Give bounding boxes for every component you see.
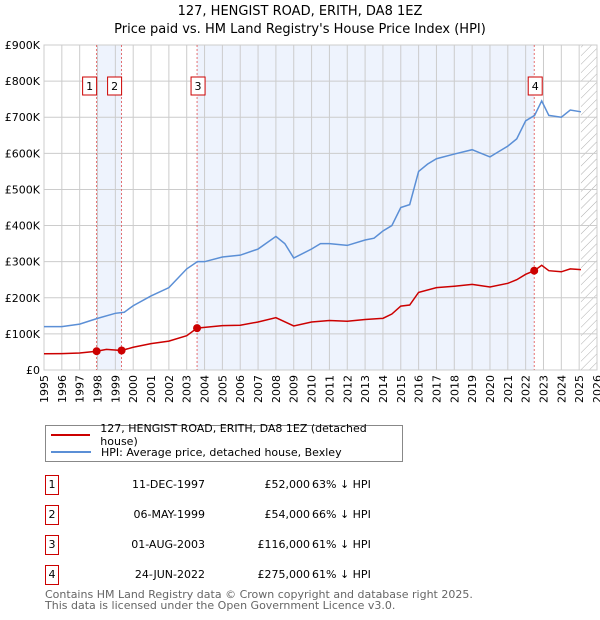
x-tick-label: 2000 (127, 375, 140, 403)
price-chart: 1995 1996 1997 1998 1999 2000 2001 2002 2003 2004… (5, 39, 600, 403)
x-tick-label: 2008 (270, 375, 283, 403)
x-tick-label: 1998 (92, 375, 105, 403)
sale-date: 06-MAY-1999 (133, 508, 205, 521)
legend-swatch (51, 434, 91, 436)
legend-label: 127, HENGIST ROAD, ERITH, DA8 1EZ (detac… (100, 422, 367, 448)
legend-label: HPI: Average price, detached house, Bexl… (101, 445, 342, 459)
x-tick-label: 2001 (145, 375, 158, 403)
sale-label-box (190, 76, 206, 96)
y-tick-label: £900K (5, 39, 41, 52)
y-tick-label: £100K (5, 328, 41, 341)
x-tick-label: 2013 (359, 375, 372, 403)
x-tick-label: 2010 (306, 375, 319, 403)
sale-label: 1 (86, 80, 93, 93)
y-tick-label: £600K (5, 147, 41, 160)
sale-label-box (107, 76, 123, 96)
x-tick-label: 2015 (395, 375, 408, 403)
x-tick-label: 2025 (573, 375, 586, 403)
sale-hpi-diff: 61% ↓ HPI (312, 538, 371, 551)
x-tick-label: 2020 (484, 375, 497, 403)
legend: 127, HENGIST ROAD, ERITH, DA8 1EZ (detac… (45, 422, 403, 462)
x-tick-label: 2005 (216, 375, 229, 403)
sale-hpi-diff: 63% ↓ HPI (312, 478, 371, 491)
x-tick-label: 1997 (74, 375, 87, 403)
sale-marker-number: 2 (45, 505, 59, 525)
y-tick-label: £700K (5, 111, 41, 124)
x-tick-label: 2006 (234, 375, 247, 403)
x-tick-label: 2026 (591, 375, 600, 403)
sale-period-shade (197, 45, 535, 370)
legend-item-price: 127, HENGIST ROAD, ERITH, DA8 1EZ (detac… (51, 422, 402, 448)
x-tick-label: 2011 (323, 375, 336, 403)
sale-date: 01-AUG-2003 (131, 538, 205, 551)
x-tick-label: 2022 (520, 375, 533, 403)
x-tick-label: 2014 (377, 375, 390, 403)
sale-label: 3 (195, 80, 202, 93)
sale-row: 3 01-AUG-2003 £116,000 61% ↓ HPI (45, 535, 405, 555)
footer-line: This data is licensed under the Open Gov… (45, 599, 396, 612)
x-tick-label: 2012 (341, 375, 354, 403)
sale-hpi-diff: 61% ↓ HPI (312, 568, 371, 581)
y-tick-label: £500K (5, 183, 41, 196)
sale-point (530, 266, 539, 275)
y-tick-label: £0 (26, 364, 40, 377)
x-tick-label: 2002 (163, 375, 176, 403)
sale-row: 4 24-JUN-2022 £275,000 61% ↓ HPI (45, 565, 405, 585)
footer-line: Contains HM Land Registry data © Crown c… (45, 588, 473, 601)
sale-row: 2 06-MAY-1999 £54,000 66% ↓ HPI (45, 505, 405, 525)
sale-marker-number: 3 (45, 535, 59, 555)
sale-point (117, 346, 126, 355)
sale-label-box (527, 76, 543, 96)
x-tick-label: 2019 (466, 375, 479, 403)
x-tick-label: 1996 (56, 375, 69, 403)
y-tick-label: £300K (5, 256, 41, 269)
sale-row: 1 11-DEC-1997 £52,000 63% ↓ HPI (45, 475, 405, 495)
sale-label: 4 (532, 80, 539, 93)
sale-hpi-diff: 66% ↓ HPI (312, 508, 371, 521)
footer: Contains HM Land Registry data © Crown c… (45, 589, 473, 611)
x-tick-label: 2023 (537, 375, 550, 403)
sale-point (193, 324, 202, 333)
x-tick-label: 2003 (181, 375, 194, 403)
x-tick-label: 2018 (448, 375, 461, 403)
chart-title: 127, HENGIST ROAD, ERITH, DA8 1EZ (177, 4, 423, 19)
x-tick-label: 2007 (252, 375, 265, 403)
series-line (44, 99, 582, 328)
y-tick-label: £200K (5, 292, 41, 305)
x-tick-label: 1999 (109, 375, 122, 403)
sale-date: 11-DEC-1997 (131, 478, 205, 491)
sale-label-box (82, 76, 98, 96)
sale-marker-number: 4 (45, 565, 59, 585)
sale-price: £54,000 (264, 508, 311, 521)
sale-point (92, 347, 101, 356)
chart-subtitle: Price paid vs. HM Land Registry's House … (114, 22, 486, 37)
sale-label: 2 (111, 80, 118, 93)
series-line (43, 264, 581, 355)
y-tick-label: £800K (5, 75, 41, 88)
sale-price: £275,000 (257, 568, 311, 581)
forecast-hatch (580, 45, 597, 370)
x-tick-label: 2009 (288, 375, 301, 403)
legend-swatch (51, 451, 91, 453)
plot-frame (43, 44, 598, 371)
x-tick-label: 2024 (555, 375, 568, 403)
y-tick-label: £400K (5, 220, 41, 233)
x-tick-label: 1995 (38, 375, 51, 403)
x-tick-label: 2004 (199, 375, 212, 403)
sale-price: £116,000 (257, 538, 311, 551)
x-tick-label: 2021 (502, 375, 515, 403)
sale-marker-number: 1 (45, 475, 59, 495)
x-tick-label: 2017 (430, 375, 443, 403)
sale-date: 24-JUN-2022 (134, 568, 205, 581)
sale-price: £52,000 (264, 478, 311, 491)
legend-item-hpi: HPI: Average price, detached house, Bexl… (51, 444, 342, 460)
x-tick-label: 2016 (413, 375, 426, 403)
